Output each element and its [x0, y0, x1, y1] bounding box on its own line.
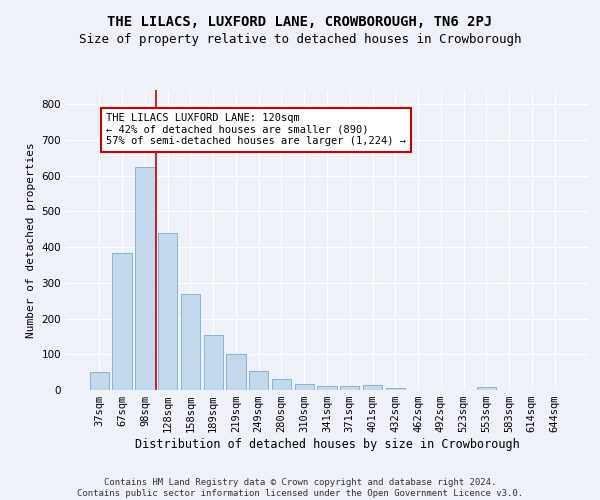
Bar: [249, 371, 268, 390]
Bar: [272, 380, 291, 390]
Bar: [158, 233, 178, 390]
Bar: [340, 386, 359, 390]
Bar: [181, 294, 200, 390]
Bar: [90, 372, 109, 390]
Bar: [203, 334, 223, 390]
Text: Size of property relative to detached houses in Crowborough: Size of property relative to detached ho…: [79, 32, 521, 46]
Text: Contains HM Land Registry data © Crown copyright and database right 2024.
Contai: Contains HM Land Registry data © Crown c…: [77, 478, 523, 498]
X-axis label: Distribution of detached houses by size in Crowborough: Distribution of detached houses by size …: [134, 438, 520, 451]
Bar: [317, 386, 337, 390]
Text: THE LILACS LUXFORD LANE: 120sqm
← 42% of detached houses are smaller (890)
57% o: THE LILACS LUXFORD LANE: 120sqm ← 42% of…: [106, 113, 406, 146]
Bar: [226, 354, 245, 390]
Bar: [295, 384, 314, 390]
Text: THE LILACS, LUXFORD LANE, CROWBOROUGH, TN6 2PJ: THE LILACS, LUXFORD LANE, CROWBOROUGH, T…: [107, 15, 493, 29]
Bar: [112, 252, 132, 390]
Bar: [386, 388, 405, 390]
Bar: [135, 167, 155, 390]
Bar: [363, 386, 382, 390]
Y-axis label: Number of detached properties: Number of detached properties: [26, 142, 36, 338]
Bar: [476, 387, 496, 390]
